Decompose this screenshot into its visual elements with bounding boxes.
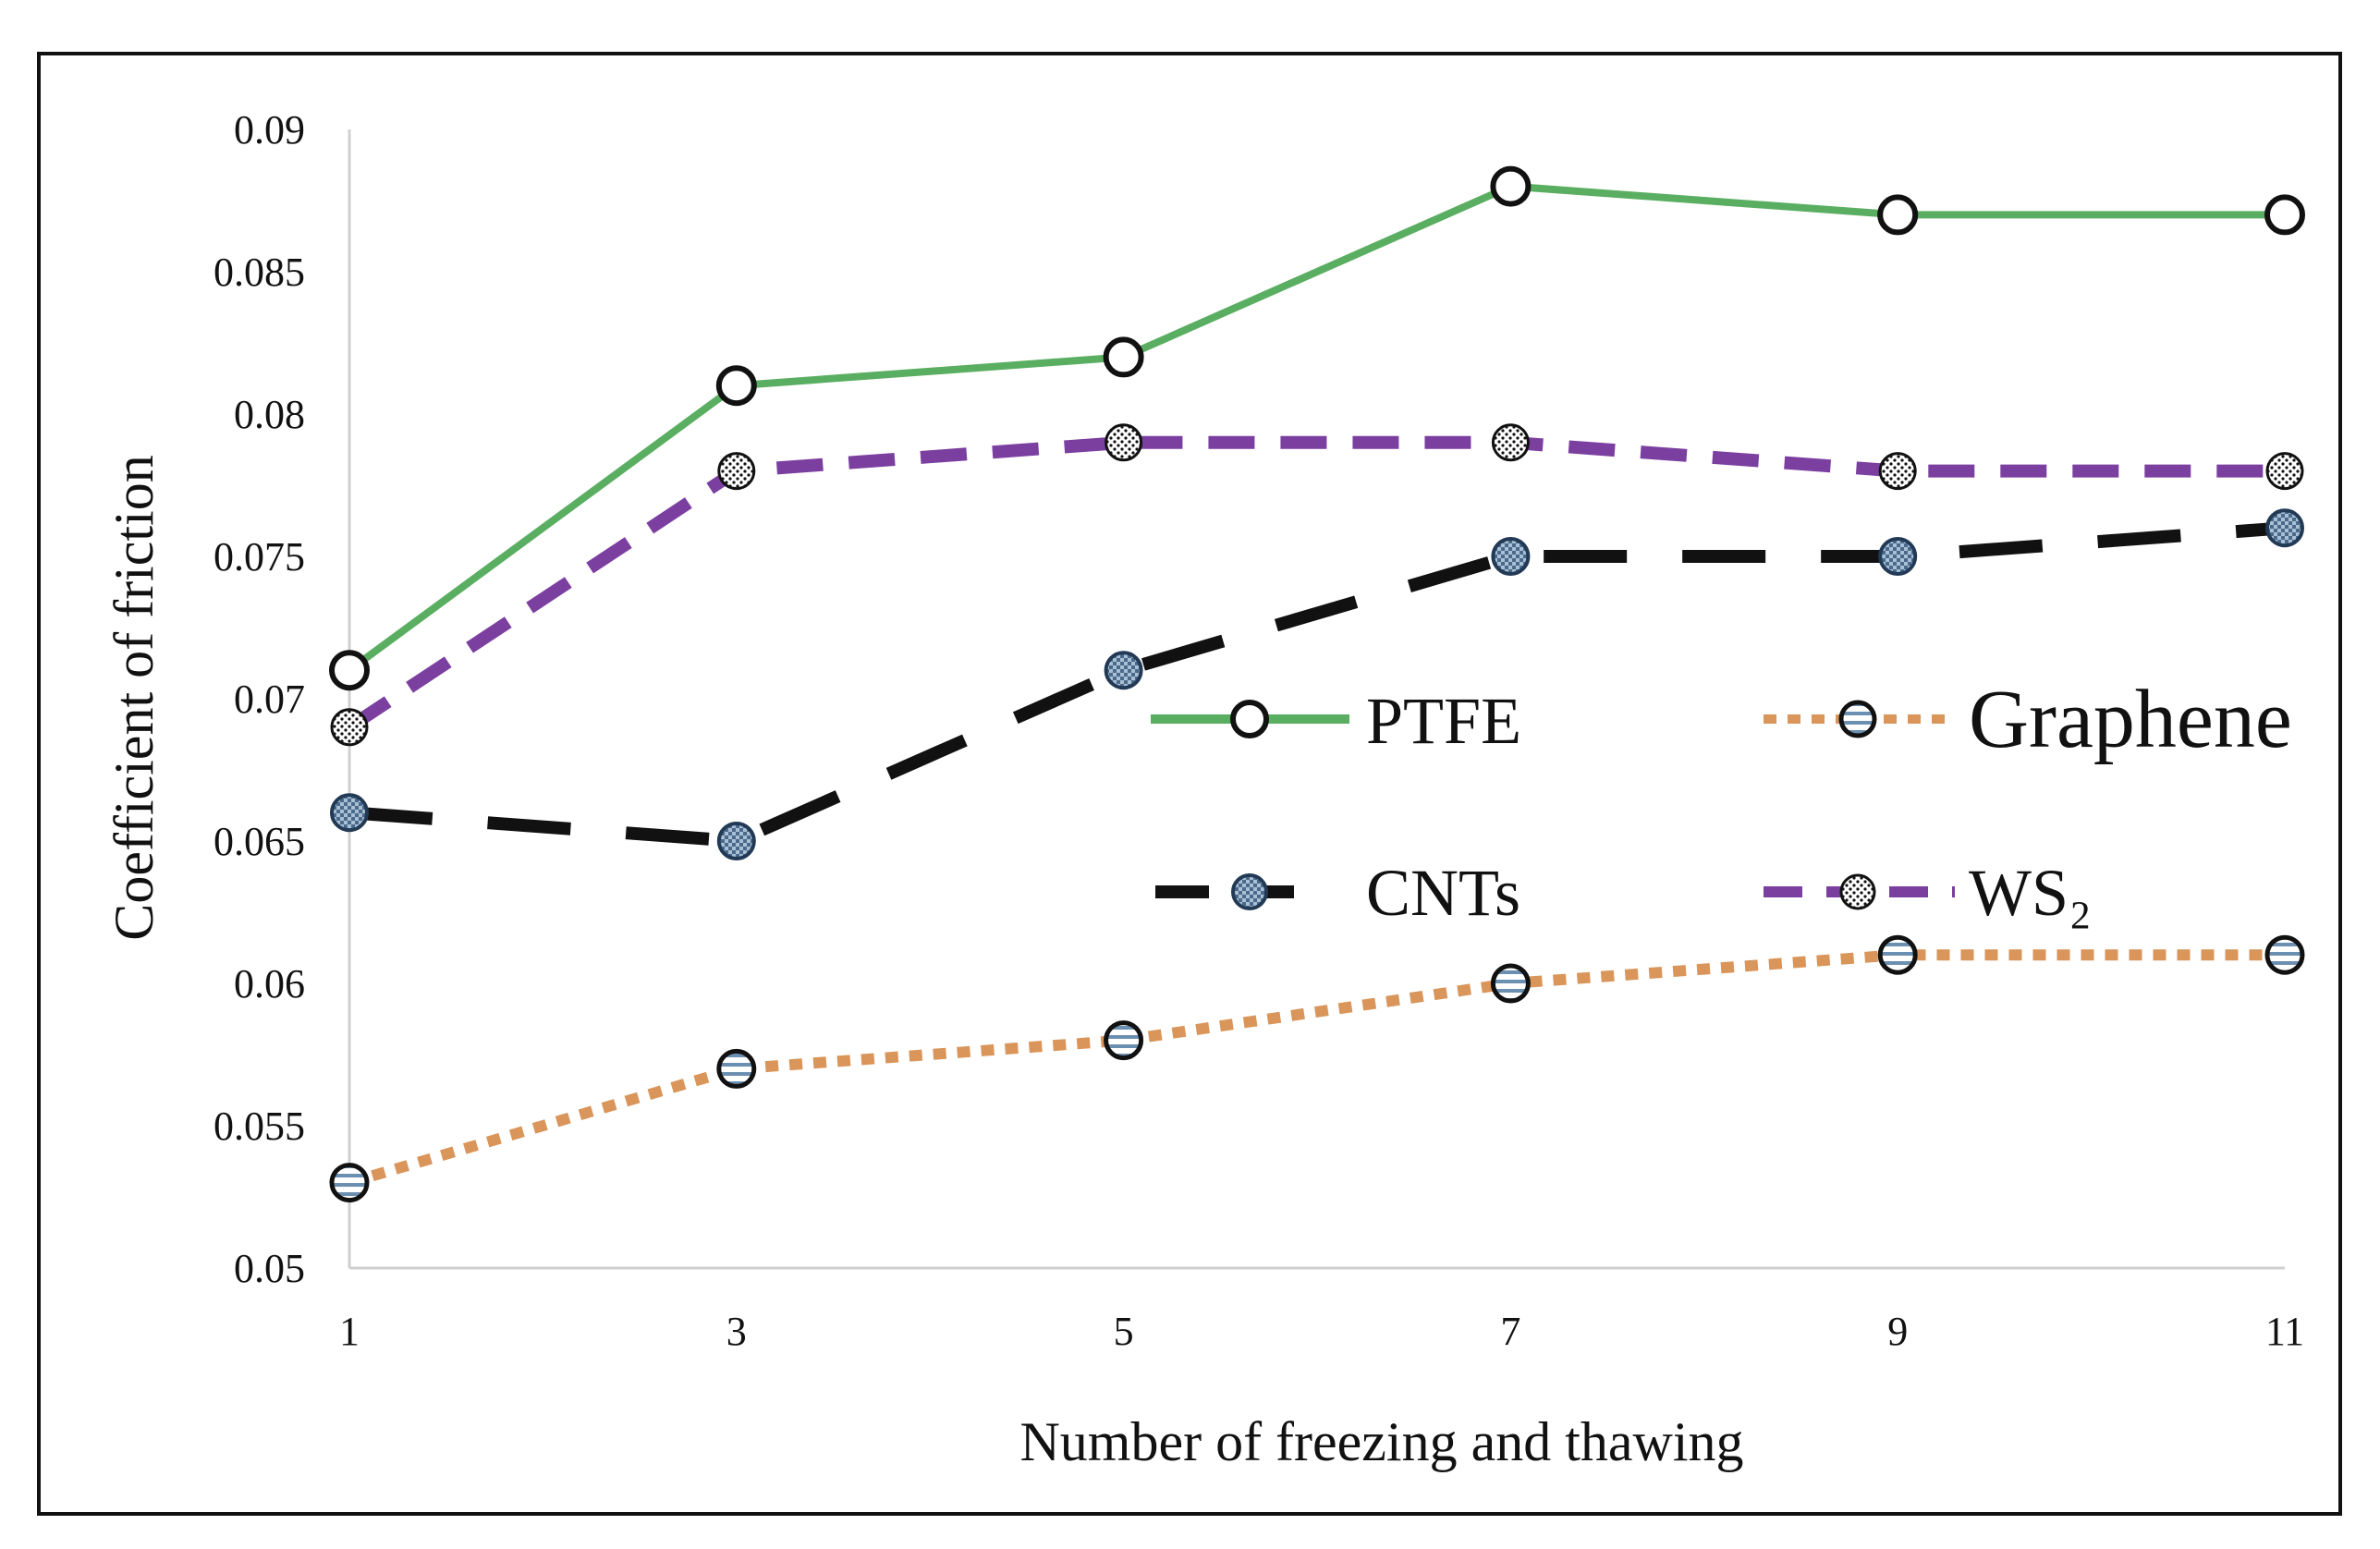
legend-marker-ws2 — [1839, 873, 1876, 910]
y-axis-title: Coefficient of friction — [104, 455, 165, 940]
legend-item-ws2: WS₂ — [1764, 856, 2092, 930]
data-point-graphene — [329, 1163, 370, 1203]
y-tick-label: 0.07 — [234, 677, 305, 722]
y-axis-ticks: 0.05 0.055 0.06 0.065 0.07 0.075 0.08 0.085 0.09 — [214, 107, 305, 1291]
data-point-ptfe — [329, 650, 370, 691]
data-point-cnts — [716, 822, 756, 860]
y-tick-label: 0.075 — [214, 534, 305, 579]
data-point-cnts — [1878, 537, 1918, 576]
legend-label-cnts: CNTs — [1366, 856, 1520, 930]
legend-item-ptfe: PTFE — [1151, 684, 1521, 758]
x-tick-label: 5 — [1114, 1309, 1134, 1354]
legend-marker-ptfe — [1230, 700, 1269, 738]
legend-marker-graphene — [1838, 700, 1877, 738]
y-tick-label: 0.06 — [234, 961, 305, 1006]
chart-frame — [37, 52, 2342, 1516]
data-point-graphene — [1104, 1020, 1144, 1061]
y-tick-label: 0.09 — [234, 107, 305, 152]
legend-marker-cnts — [1231, 873, 1268, 910]
data-point-ptfe — [715, 365, 757, 407]
series-layer — [329, 165, 2305, 1203]
x-tick-label: 7 — [1500, 1309, 1520, 1354]
series-line-graphene — [348, 949, 2285, 1189]
data-point-ws2 — [1491, 423, 1530, 462]
data-point-ws2 — [717, 452, 756, 491]
data-point-ptfe — [1490, 165, 1532, 207]
x-tick-label: 11 — [2265, 1309, 2304, 1354]
data-point-cnts — [2265, 508, 2304, 548]
data-point-ptfe — [1103, 336, 1144, 378]
y-tick-label: 0.085 — [214, 250, 305, 295]
series-line-ptfe — [347, 182, 2285, 674]
data-point-cnts — [1491, 537, 1531, 576]
data-point-graphene — [1877, 934, 1918, 975]
data-point-ws2 — [1105, 423, 1143, 462]
data-point-ptfe — [2264, 194, 2305, 236]
x-tick-label: 3 — [726, 1309, 747, 1354]
series-line-cnts — [348, 521, 2286, 848]
x-axis-title: Number of freezing and thawing — [1019, 1411, 1743, 1472]
series-line-ws2 — [346, 435, 2285, 733]
data-point-graphene — [1490, 963, 1531, 1004]
legend: PTFE Graphene CNTs WS₂ — [1151, 674, 2292, 930]
data-point-ws2 — [2265, 452, 2304, 491]
x-axis-ticks: 1 3 5 7 9 11 — [339, 1309, 2304, 1354]
legend-label-ptfe: PTFE — [1366, 684, 1521, 758]
data-point-graphene — [2264, 934, 2305, 975]
data-point-ws2 — [1878, 452, 1917, 491]
data-point-ptfe — [1877, 194, 1919, 236]
data-point-cnts — [1104, 651, 1143, 690]
x-tick-label: 1 — [339, 1309, 360, 1354]
y-tick-label: 0.065 — [214, 819, 305, 864]
data-point-cnts — [330, 793, 369, 833]
y-tick-label: 0.05 — [234, 1246, 305, 1291]
legend-label-ws2: WS₂ — [1969, 856, 2092, 930]
legend-item-graphene: Graphene — [1764, 674, 2292, 765]
x-tick-label: 9 — [1887, 1309, 1908, 1354]
legend-label-graphene: Graphene — [1969, 674, 2292, 765]
legend-item-cnts: CNTs — [1155, 856, 1520, 930]
y-tick-label: 0.055 — [214, 1104, 305, 1149]
y-tick-label: 0.08 — [234, 392, 305, 437]
data-point-ws2 — [330, 708, 369, 747]
data-point-graphene — [716, 1048, 757, 1089]
